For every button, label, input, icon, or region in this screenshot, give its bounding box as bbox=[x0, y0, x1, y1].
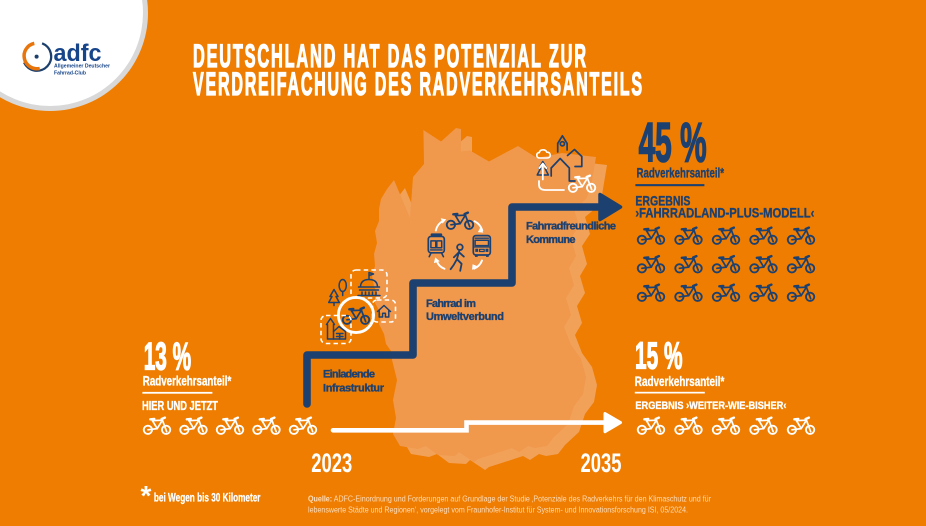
svg-text:ERGEBNIS: ERGEBNIS bbox=[635, 194, 690, 209]
svg-text:15 %: 15 % bbox=[635, 336, 683, 378]
svg-text:VERDREIFACHUNG DES RADVERKEHRS: VERDREIFACHUNG DES RADVERKEHRSANTEILS bbox=[193, 67, 644, 102]
svg-text:ERGEBNIS ›WEITER-WIE-BISHER‹: ERGEBNIS ›WEITER-WIE-BISHER‹ bbox=[635, 400, 786, 412]
svg-text:Radverkehrsanteil*: Radverkehrsanteil* bbox=[637, 166, 725, 181]
svg-text:›FAHRRADLAND-PLUS-MODELL‹: ›FAHRRADLAND-PLUS-MODELL‹ bbox=[635, 206, 814, 221]
svg-text:Einladende: Einladende bbox=[323, 369, 375, 381]
svg-text:13 %: 13 % bbox=[144, 336, 192, 379]
svg-text:lebenswerte Städte und Regione: lebenswerte Städte und Regionen‘, vorgel… bbox=[308, 506, 688, 515]
svg-text:adfc: adfc bbox=[54, 40, 102, 67]
svg-text:Radverkehrsanteil*: Radverkehrsanteil* bbox=[143, 374, 232, 389]
svg-text:Allgemeiner Deutscher: Allgemeiner Deutscher bbox=[54, 63, 111, 69]
svg-text:45 %: 45 % bbox=[639, 110, 707, 173]
svg-text:Umweltverbund: Umweltverbund bbox=[426, 311, 504, 323]
svg-text:2023: 2023 bbox=[311, 448, 352, 478]
svg-text:Kommune: Kommune bbox=[526, 234, 576, 246]
svg-text:Fahrrad im: Fahrrad im bbox=[426, 298, 476, 310]
svg-text:Fahrrad-Club: Fahrrad-Club bbox=[54, 71, 87, 77]
svg-text:HIER UND JETZT: HIER UND JETZT bbox=[142, 399, 218, 413]
svg-text:Fahrradfreundliche: Fahrradfreundliche bbox=[526, 221, 616, 233]
svg-text:DEUTSCHLAND HAT DAS POTENZIAL: DEUTSCHLAND HAT DAS POTENZIAL ZUR bbox=[193, 39, 588, 74]
svg-text:Quelle: ADFC-Einordnung und Fo: Quelle: ADFC-Einordnung und Forderungen … bbox=[308, 495, 711, 504]
svg-text:bei Wegen bis 30 Kilometer: bei Wegen bis 30 Kilometer bbox=[154, 491, 261, 505]
svg-text:2035: 2035 bbox=[581, 448, 622, 478]
svg-text:Infrastruktur: Infrastruktur bbox=[323, 382, 385, 394]
svg-text:Radverkehrsanteil*: Radverkehrsanteil* bbox=[635, 374, 725, 389]
svg-text:*: * bbox=[141, 480, 152, 511]
